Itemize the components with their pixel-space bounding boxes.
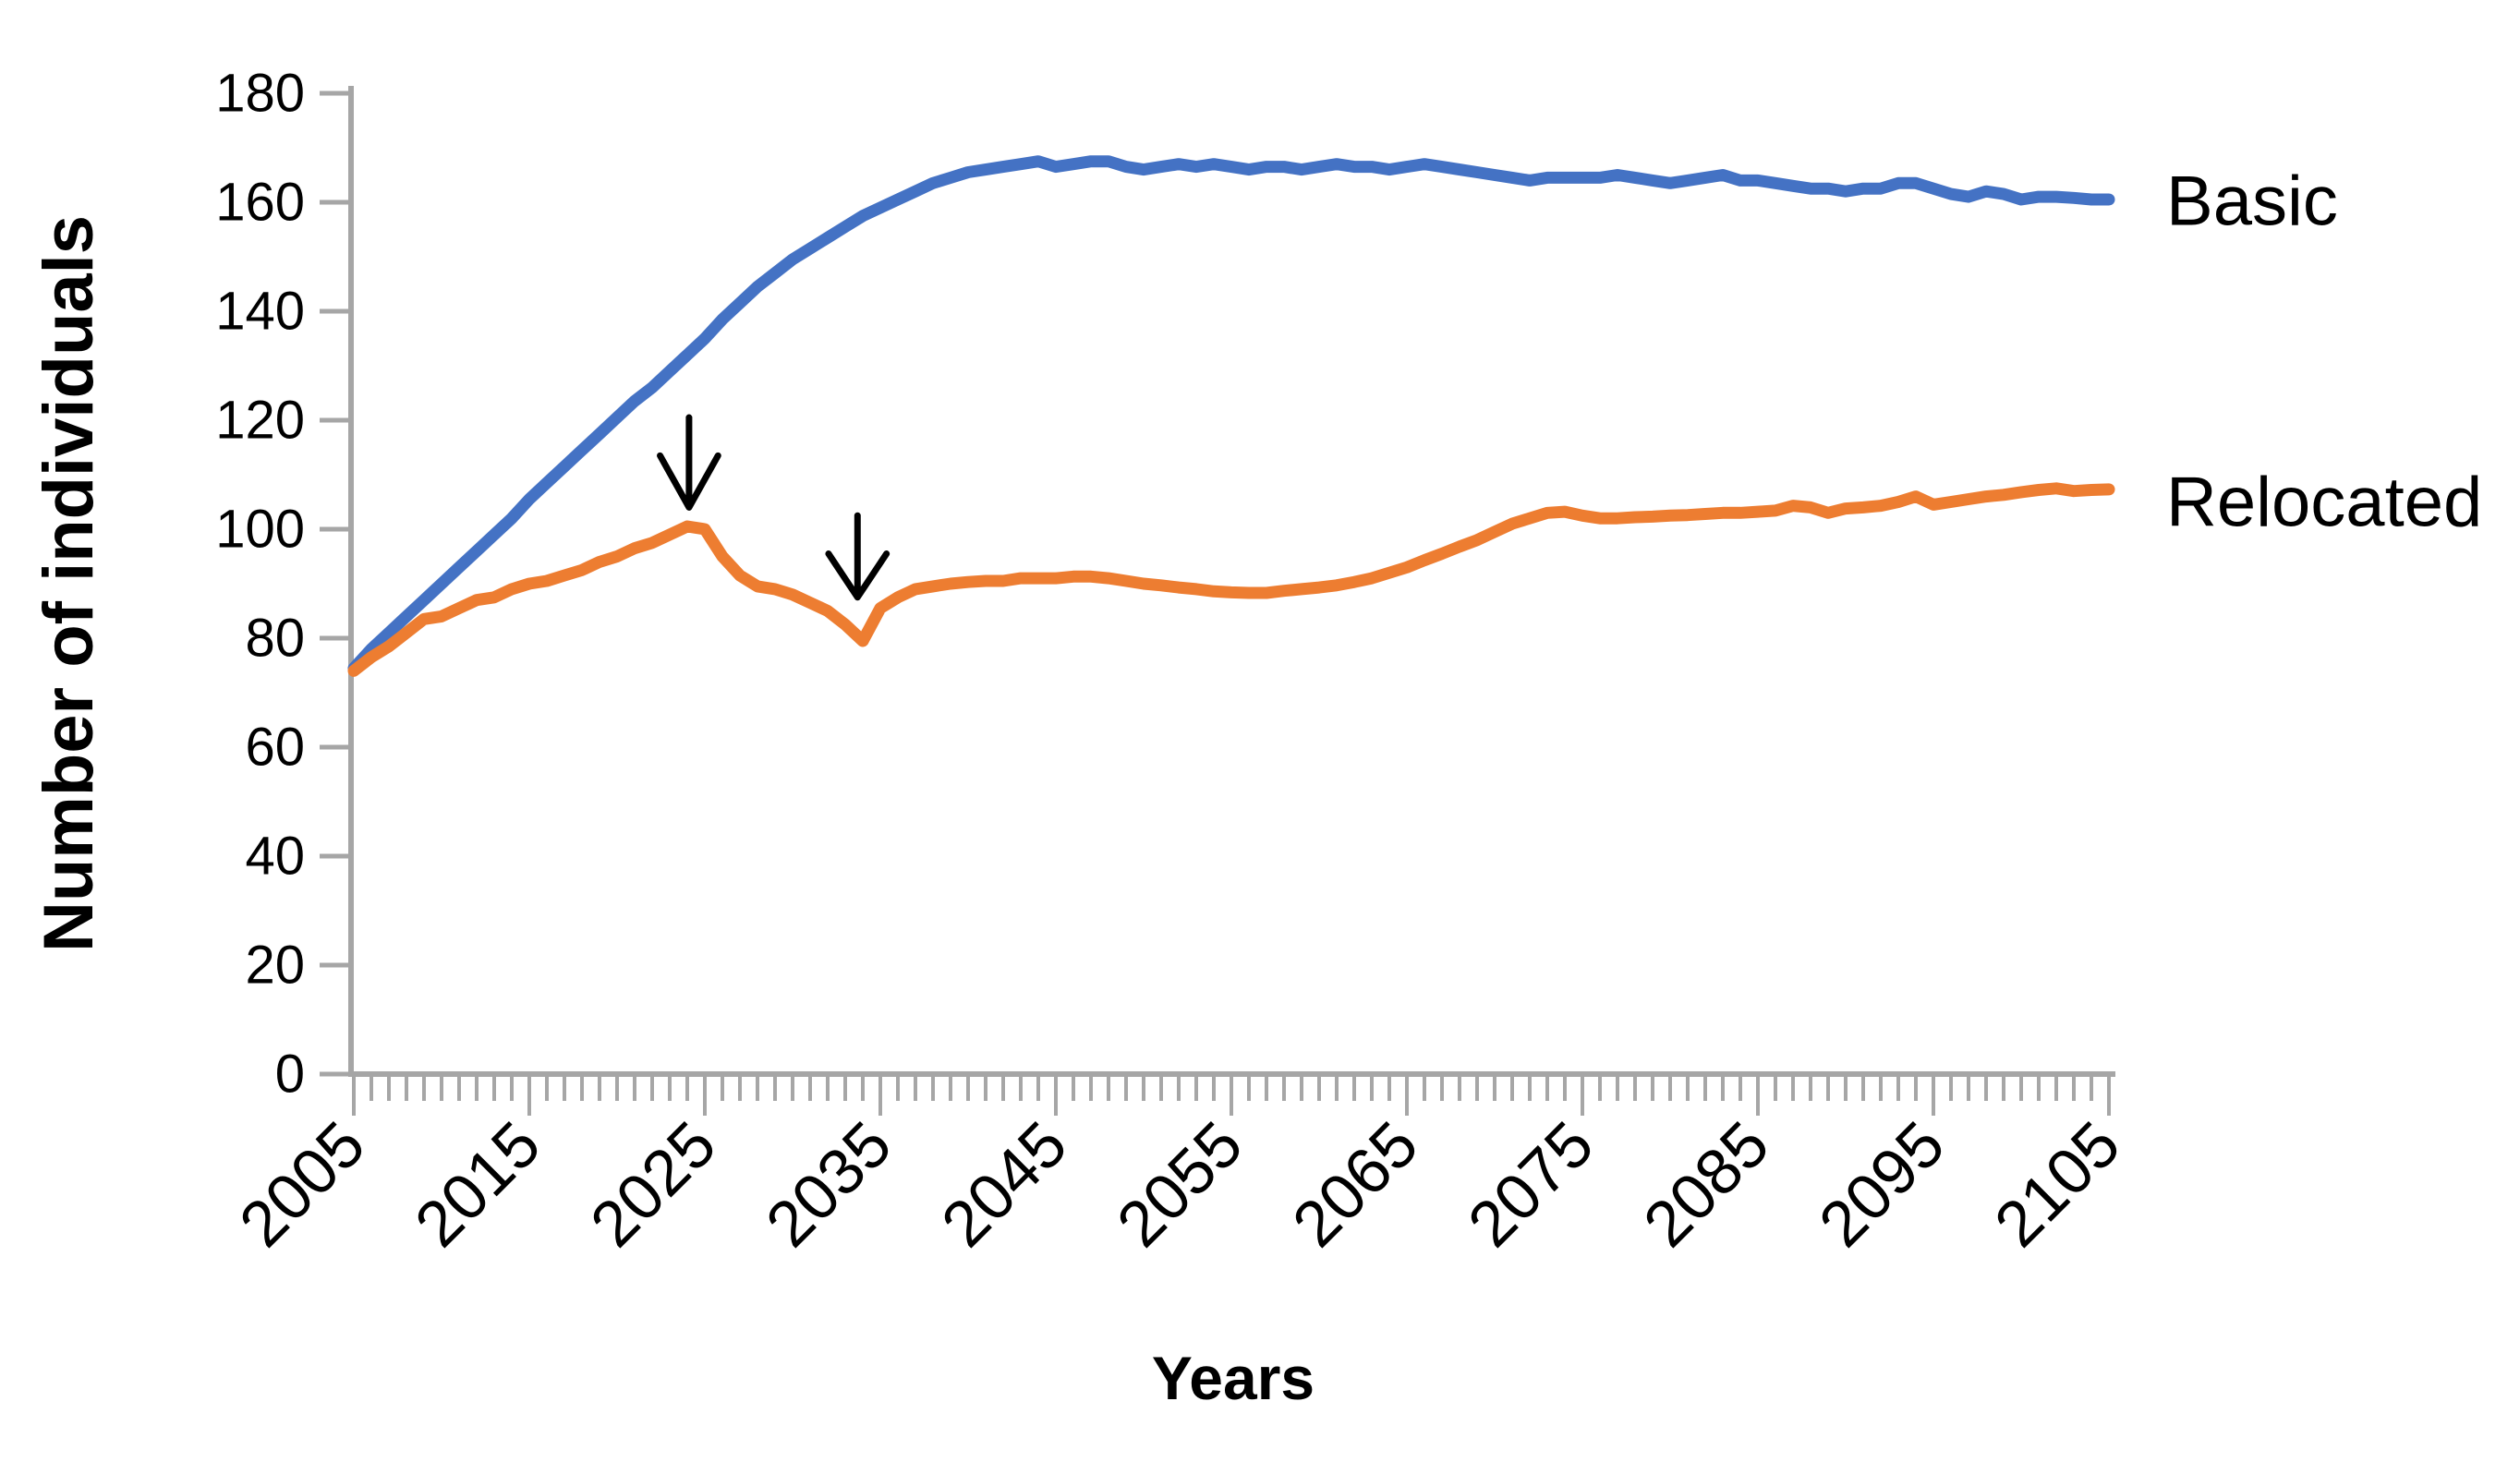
x-axis-title: Years (1152, 1344, 1315, 1412)
x-tick-label: 2045 (927, 1107, 1080, 1260)
series-line-relocated (347, 482, 2115, 677)
y-tick-labels-group: 0 20 40 60 80 100 120 140 160 180 (215, 64, 305, 1105)
y-tick-label: 0 (275, 1045, 305, 1105)
y-tick-label: 140 (215, 282, 305, 342)
annotation-arrows-group (657, 414, 890, 601)
x-tick-label: 2005 (225, 1107, 378, 1260)
x-tick-label: 2035 (752, 1107, 904, 1260)
y-tick-label: 80 (245, 609, 305, 669)
x-tick-label: 2025 (576, 1107, 729, 1260)
y-tick-label: 60 (245, 718, 305, 778)
series-group (347, 155, 2115, 677)
x-tick-label: 2055 (1103, 1107, 1255, 1260)
x-tick-labels-group: 2005 2015 2025 2035 2045 2055 2065 2075 2085 2095… (225, 1107, 2133, 1260)
series-label-basic: Basic (2166, 163, 2338, 241)
y-tick-label: 40 (245, 827, 305, 887)
x-tick-label: 2015 (401, 1107, 553, 1260)
y-tick-label: 120 (215, 391, 305, 451)
x-tick-label: 2105 (1981, 1107, 2133, 1260)
annotation-arrow-1 (657, 414, 721, 511)
series-line-basic (347, 155, 2115, 674)
x-tick-label: 2065 (1278, 1107, 1431, 1260)
y-tick-label: 160 (215, 173, 305, 233)
y-tick-label: 180 (215, 64, 305, 124)
y-tick-label: 100 (215, 500, 305, 560)
x-ticks-group (352, 1077, 2111, 1116)
y-tick-label: 20 (245, 936, 305, 996)
x-tick-label: 2085 (1630, 1107, 1782, 1260)
x-tick-label: 2095 (1805, 1107, 1957, 1260)
series-label-relocated: Relocated (2166, 463, 2482, 541)
axes-group (348, 86, 2115, 1077)
annotation-arrow-2 (825, 512, 890, 601)
series-labels-group: Basic Relocated (2166, 163, 2482, 542)
x-tick-label: 2075 (1454, 1107, 1606, 1260)
y-axis-title: Number of individuals (30, 215, 108, 952)
y-ticks-group (320, 91, 349, 1077)
